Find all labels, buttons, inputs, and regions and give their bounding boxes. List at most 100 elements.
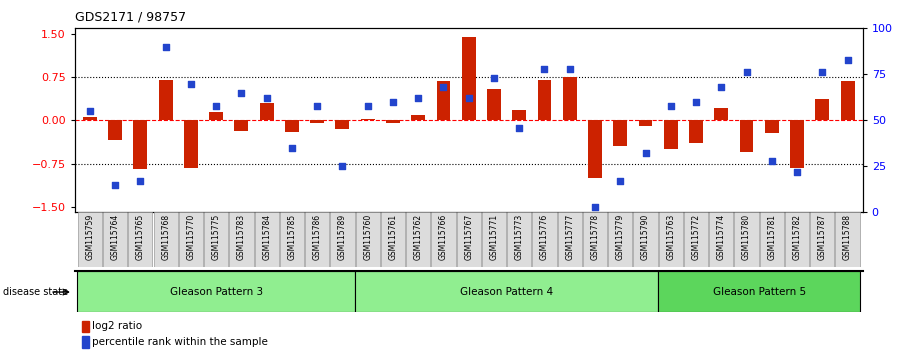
Point [461, 96, 476, 101]
Bar [82, 320, 88, 332]
FancyBboxPatch shape [431, 212, 456, 267]
Bar [361, 119, 374, 120]
Text: GSM115772: GSM115772 [691, 214, 701, 260]
Text: percentile rank within the sample: percentile rank within the sample [92, 337, 268, 347]
FancyBboxPatch shape [179, 212, 203, 267]
Bar [184, 120, 198, 167]
Text: GSM115778: GSM115778 [590, 214, 599, 260]
Text: GSM115785: GSM115785 [287, 214, 296, 260]
Text: GSM115763: GSM115763 [666, 214, 675, 260]
FancyBboxPatch shape [77, 271, 355, 312]
FancyBboxPatch shape [734, 212, 759, 267]
Point [562, 66, 577, 72]
Text: GSM115766: GSM115766 [439, 214, 448, 260]
FancyBboxPatch shape [153, 212, 178, 267]
FancyBboxPatch shape [658, 271, 860, 312]
Text: GSM115789: GSM115789 [338, 214, 347, 260]
FancyBboxPatch shape [507, 212, 531, 267]
Text: GSM115790: GSM115790 [641, 214, 650, 260]
FancyBboxPatch shape [331, 212, 354, 267]
Text: GSM115777: GSM115777 [565, 214, 574, 260]
Bar [133, 120, 148, 169]
Point [537, 66, 552, 72]
FancyBboxPatch shape [532, 212, 557, 267]
Bar [234, 120, 249, 131]
FancyBboxPatch shape [128, 212, 152, 267]
Text: GSM115783: GSM115783 [237, 214, 246, 260]
FancyBboxPatch shape [355, 212, 380, 267]
FancyBboxPatch shape [659, 212, 683, 267]
Text: Gleason Pattern 3: Gleason Pattern 3 [169, 287, 262, 297]
Point [310, 103, 324, 108]
Bar [83, 118, 97, 120]
Point [689, 99, 703, 105]
Bar [841, 81, 855, 120]
Point [613, 178, 628, 184]
Point [739, 70, 753, 75]
Text: GSM115784: GSM115784 [262, 214, 271, 260]
Bar [108, 120, 122, 141]
Point [663, 103, 678, 108]
FancyBboxPatch shape [280, 212, 304, 267]
Bar [82, 336, 88, 348]
Bar [765, 120, 779, 133]
Bar [537, 80, 551, 120]
Text: GSM115779: GSM115779 [616, 214, 625, 260]
Bar [462, 37, 476, 120]
Text: GSM115775: GSM115775 [211, 214, 220, 260]
Text: GSM115774: GSM115774 [717, 214, 726, 260]
Point [411, 96, 425, 101]
Bar [790, 120, 804, 167]
Bar [714, 108, 728, 120]
Point [840, 57, 855, 62]
FancyBboxPatch shape [406, 212, 430, 267]
Text: GSM115786: GSM115786 [312, 214, 322, 260]
Bar [689, 120, 703, 143]
Point [815, 70, 830, 75]
Bar [436, 81, 450, 120]
FancyBboxPatch shape [583, 212, 607, 267]
Text: GSM115782: GSM115782 [793, 214, 802, 260]
FancyBboxPatch shape [103, 212, 128, 267]
Text: GSM115788: GSM115788 [843, 214, 852, 260]
Text: GSM115770: GSM115770 [187, 214, 195, 260]
FancyBboxPatch shape [633, 212, 658, 267]
Point [209, 103, 223, 108]
Point [133, 178, 148, 184]
FancyBboxPatch shape [760, 212, 783, 267]
FancyBboxPatch shape [456, 212, 481, 267]
Bar [639, 120, 652, 126]
Point [361, 103, 375, 108]
Bar [335, 120, 350, 129]
Point [184, 81, 199, 86]
Bar [588, 120, 602, 178]
Point [234, 90, 249, 96]
FancyBboxPatch shape [709, 212, 733, 267]
Bar [815, 98, 829, 120]
Text: GSM115762: GSM115762 [414, 214, 423, 260]
Bar [260, 103, 273, 120]
Bar [613, 120, 627, 146]
Text: Gleason Pattern 4: Gleason Pattern 4 [460, 287, 553, 297]
FancyBboxPatch shape [609, 212, 632, 267]
Bar [386, 120, 400, 123]
Text: GSM115787: GSM115787 [818, 214, 827, 260]
FancyBboxPatch shape [482, 212, 507, 267]
Point [512, 125, 527, 131]
Text: disease state: disease state [3, 287, 67, 297]
Bar [487, 89, 501, 120]
FancyBboxPatch shape [810, 212, 834, 267]
FancyBboxPatch shape [305, 212, 329, 267]
Text: GSM115761: GSM115761 [388, 214, 397, 260]
Bar [159, 80, 172, 120]
Point [335, 164, 350, 169]
FancyBboxPatch shape [684, 212, 708, 267]
Bar [285, 120, 299, 132]
FancyBboxPatch shape [381, 212, 405, 267]
Bar [411, 115, 425, 120]
FancyBboxPatch shape [835, 212, 860, 267]
Bar [512, 110, 527, 120]
Point [714, 84, 729, 90]
Bar [563, 77, 577, 120]
Text: GSM115780: GSM115780 [742, 214, 751, 260]
